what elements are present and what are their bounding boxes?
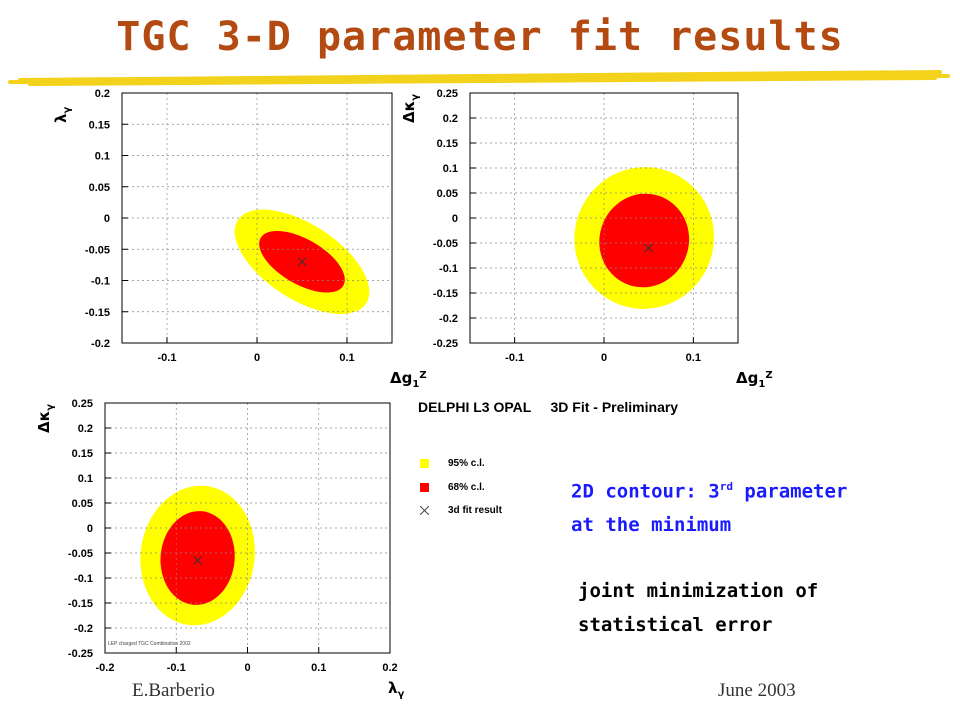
x-tick-label: 0: [244, 662, 250, 674]
y-axis-label: Δκγ: [35, 404, 56, 433]
note-text-b: parameter: [732, 480, 848, 503]
x-tick-label: -0.1: [167, 662, 186, 674]
legend-item-fit: 3d fit result: [420, 502, 502, 518]
y-tick-label: 0.05: [89, 182, 110, 194]
y-tick-label: -0.1: [439, 263, 458, 275]
y-tick-label: -0.2: [74, 623, 93, 635]
note-joint-line2: statistical error: [578, 614, 773, 636]
note-superscript: rd: [719, 480, 733, 493]
x-tick-label: 0.1: [311, 662, 326, 674]
legend-item-95: 95% c.l.: [420, 455, 485, 471]
x-tick-label: 0: [601, 352, 607, 364]
y-tick-label: 0.15: [89, 119, 110, 131]
legend-label-95: 95% c.l.: [448, 457, 485, 469]
y-tick-label: 0.1: [95, 151, 110, 163]
x-axis-label: Δg1Z: [390, 369, 427, 390]
contour-plot-lambda-dkappa: -0.25-0.2-0.15-0.1-0.0500.050.10.150.20.…: [35, 398, 405, 700]
y-tick-label: 0: [452, 213, 458, 225]
y-tick-label: -0.15: [85, 307, 110, 319]
note-2d-contour-line1: 2D contour: 3rd parameter: [571, 470, 847, 508]
y-tick-label: -0.05: [433, 238, 458, 250]
footer-date: June 2003: [718, 680, 796, 701]
y-tick-label: 0.2: [78, 423, 93, 435]
contour-group: [574, 167, 715, 309]
y-tick-label: 0.25: [437, 88, 458, 100]
y-tick-label: 0.1: [78, 473, 93, 485]
contour-plot-dg1z-lambda: -0.2 -0.15 -0.1 -0.05 0 0.05 0.1 0.15 0.2 -0.1 0 0.…: [52, 88, 427, 390]
legend-item-68: 68% c.l.: [420, 479, 485, 495]
legend-swatch-68: [420, 482, 429, 492]
y-tick-label: -0.05: [85, 244, 110, 256]
y-tick-label: 0: [104, 213, 110, 225]
x-axis-label: λγ: [388, 679, 405, 700]
note-text-a: 2D contour: 3: [571, 480, 720, 503]
y-tick-label: -0.2: [439, 313, 458, 325]
x-tick-label: -0.2: [96, 662, 115, 674]
note-joint-minimization: joint minimization of statistical error: [578, 574, 818, 642]
note-2d-contour-line2: at the minimum: [571, 514, 732, 537]
y-tick-label: -0.1: [74, 573, 93, 585]
y-tick-label: 0.25: [72, 398, 93, 410]
note-joint-line1: joint minimization of: [578, 580, 819, 602]
best-fit-marker: [193, 556, 202, 565]
y-tick-label: -0.2: [91, 338, 110, 350]
y-tick-label: -0.15: [433, 288, 458, 300]
x-tick-label: -0.1: [158, 352, 177, 364]
y-axis-label: Δκγ: [400, 94, 421, 123]
best-fit-marker: [644, 243, 654, 253]
y-tick-label: 0.05: [72, 498, 93, 510]
x-tick-label: 0.2: [382, 662, 397, 674]
y-tick-label: 0.2: [95, 88, 110, 100]
x-tick-label: 0.1: [339, 352, 354, 364]
contour-plot-dg1z-dkappa: -0.25 -0.2 -0.15 -0.1 -0.05 0 0.05 0.1 0.15 0.2 0.…: [400, 88, 773, 390]
y-tick-label: -0.1: [91, 276, 110, 288]
y-tick-label: 0.1: [443, 163, 458, 175]
y-tick-label: -0.25: [433, 338, 458, 350]
legend-label-68: 68% c.l.: [448, 481, 485, 493]
y-tick-label: 0.2: [443, 113, 458, 125]
contour-group: [140, 485, 255, 626]
cross-icon: [420, 505, 429, 515]
y-tick-label: 0.15: [72, 448, 93, 460]
x-tick-label: 0.1: [686, 352, 701, 364]
y-tick-label: 0: [87, 523, 93, 535]
note-2d-contour: 2D contour: 3rd parameter at the minimum: [571, 470, 847, 542]
x-axis-label: Δg1Z: [736, 369, 773, 390]
best-fit-marker: [297, 257, 307, 267]
contour-68: [599, 193, 690, 288]
combination-credit: LEP charged TGC Combination 2002: [108, 641, 191, 647]
contour-68: [160, 511, 235, 605]
slide-title: TGC 3-D parameter fit results: [116, 14, 844, 60]
legend-header: DELPHI L3 OPAL 3D Fit - Preliminary: [418, 399, 679, 415]
footer-author: E.Barberio: [132, 680, 215, 701]
legend-swatch-95: [420, 458, 429, 468]
legend-label-fit: 3d fit result: [448, 504, 502, 516]
y-tick-label: -0.15: [68, 598, 93, 610]
y-tick-label: -0.05: [68, 548, 93, 560]
title-underline: [8, 70, 950, 86]
x-tick-label: -0.1: [505, 352, 524, 364]
y-tick-label: 0.05: [437, 188, 458, 200]
x-tick-label: 0: [254, 352, 260, 364]
y-tick-label: 0.15: [437, 138, 458, 150]
y-tick-label: -0.25: [68, 648, 93, 660]
y-axis-label: λγ: [52, 107, 73, 124]
